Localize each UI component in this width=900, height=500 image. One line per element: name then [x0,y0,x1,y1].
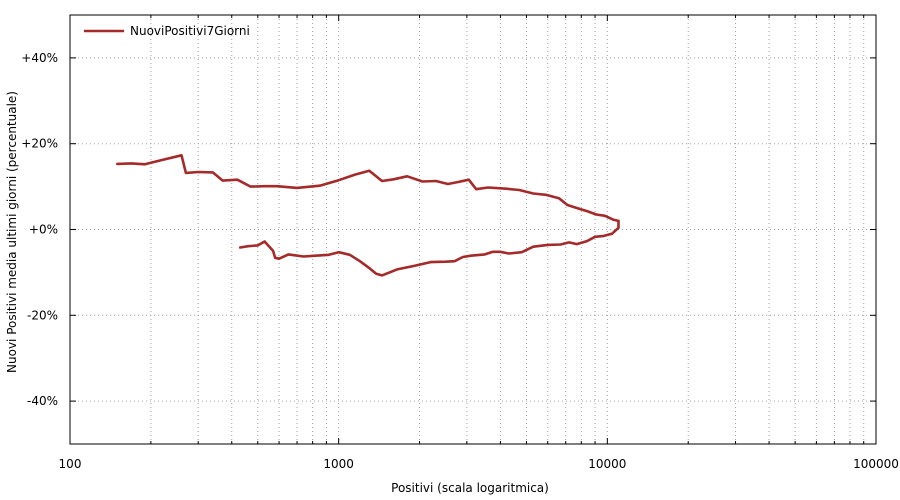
axis-ticks: +40% +20% +0% -20% -40% 100 1000 10000 100000 [21,15,899,471]
legend: NuoviPositivi7Giorni [84,24,250,38]
y-tick-label: +40% [21,51,58,65]
x-tick-label: 10000 [588,457,626,471]
legend-label: NuoviPositivi7Giorni [130,24,250,38]
y-tick-label: -20% [27,308,58,322]
x-axis-label: Positivi (scala logaritmica) [391,481,549,495]
series-layer [116,154,620,277]
y-tick-label: -40% [27,394,58,408]
y-axis-label: Nuovi Positivi media ultimi giorni (perc… [5,91,19,373]
y-tick-label: +20% [21,137,58,151]
x-tick-label: 100000 [853,457,899,471]
series-line-0 [116,154,620,277]
x-tick-label: 100 [59,457,82,471]
y-tick-label: +0% [29,223,58,237]
x-tick-label: 1000 [323,457,354,471]
grid [70,15,876,444]
